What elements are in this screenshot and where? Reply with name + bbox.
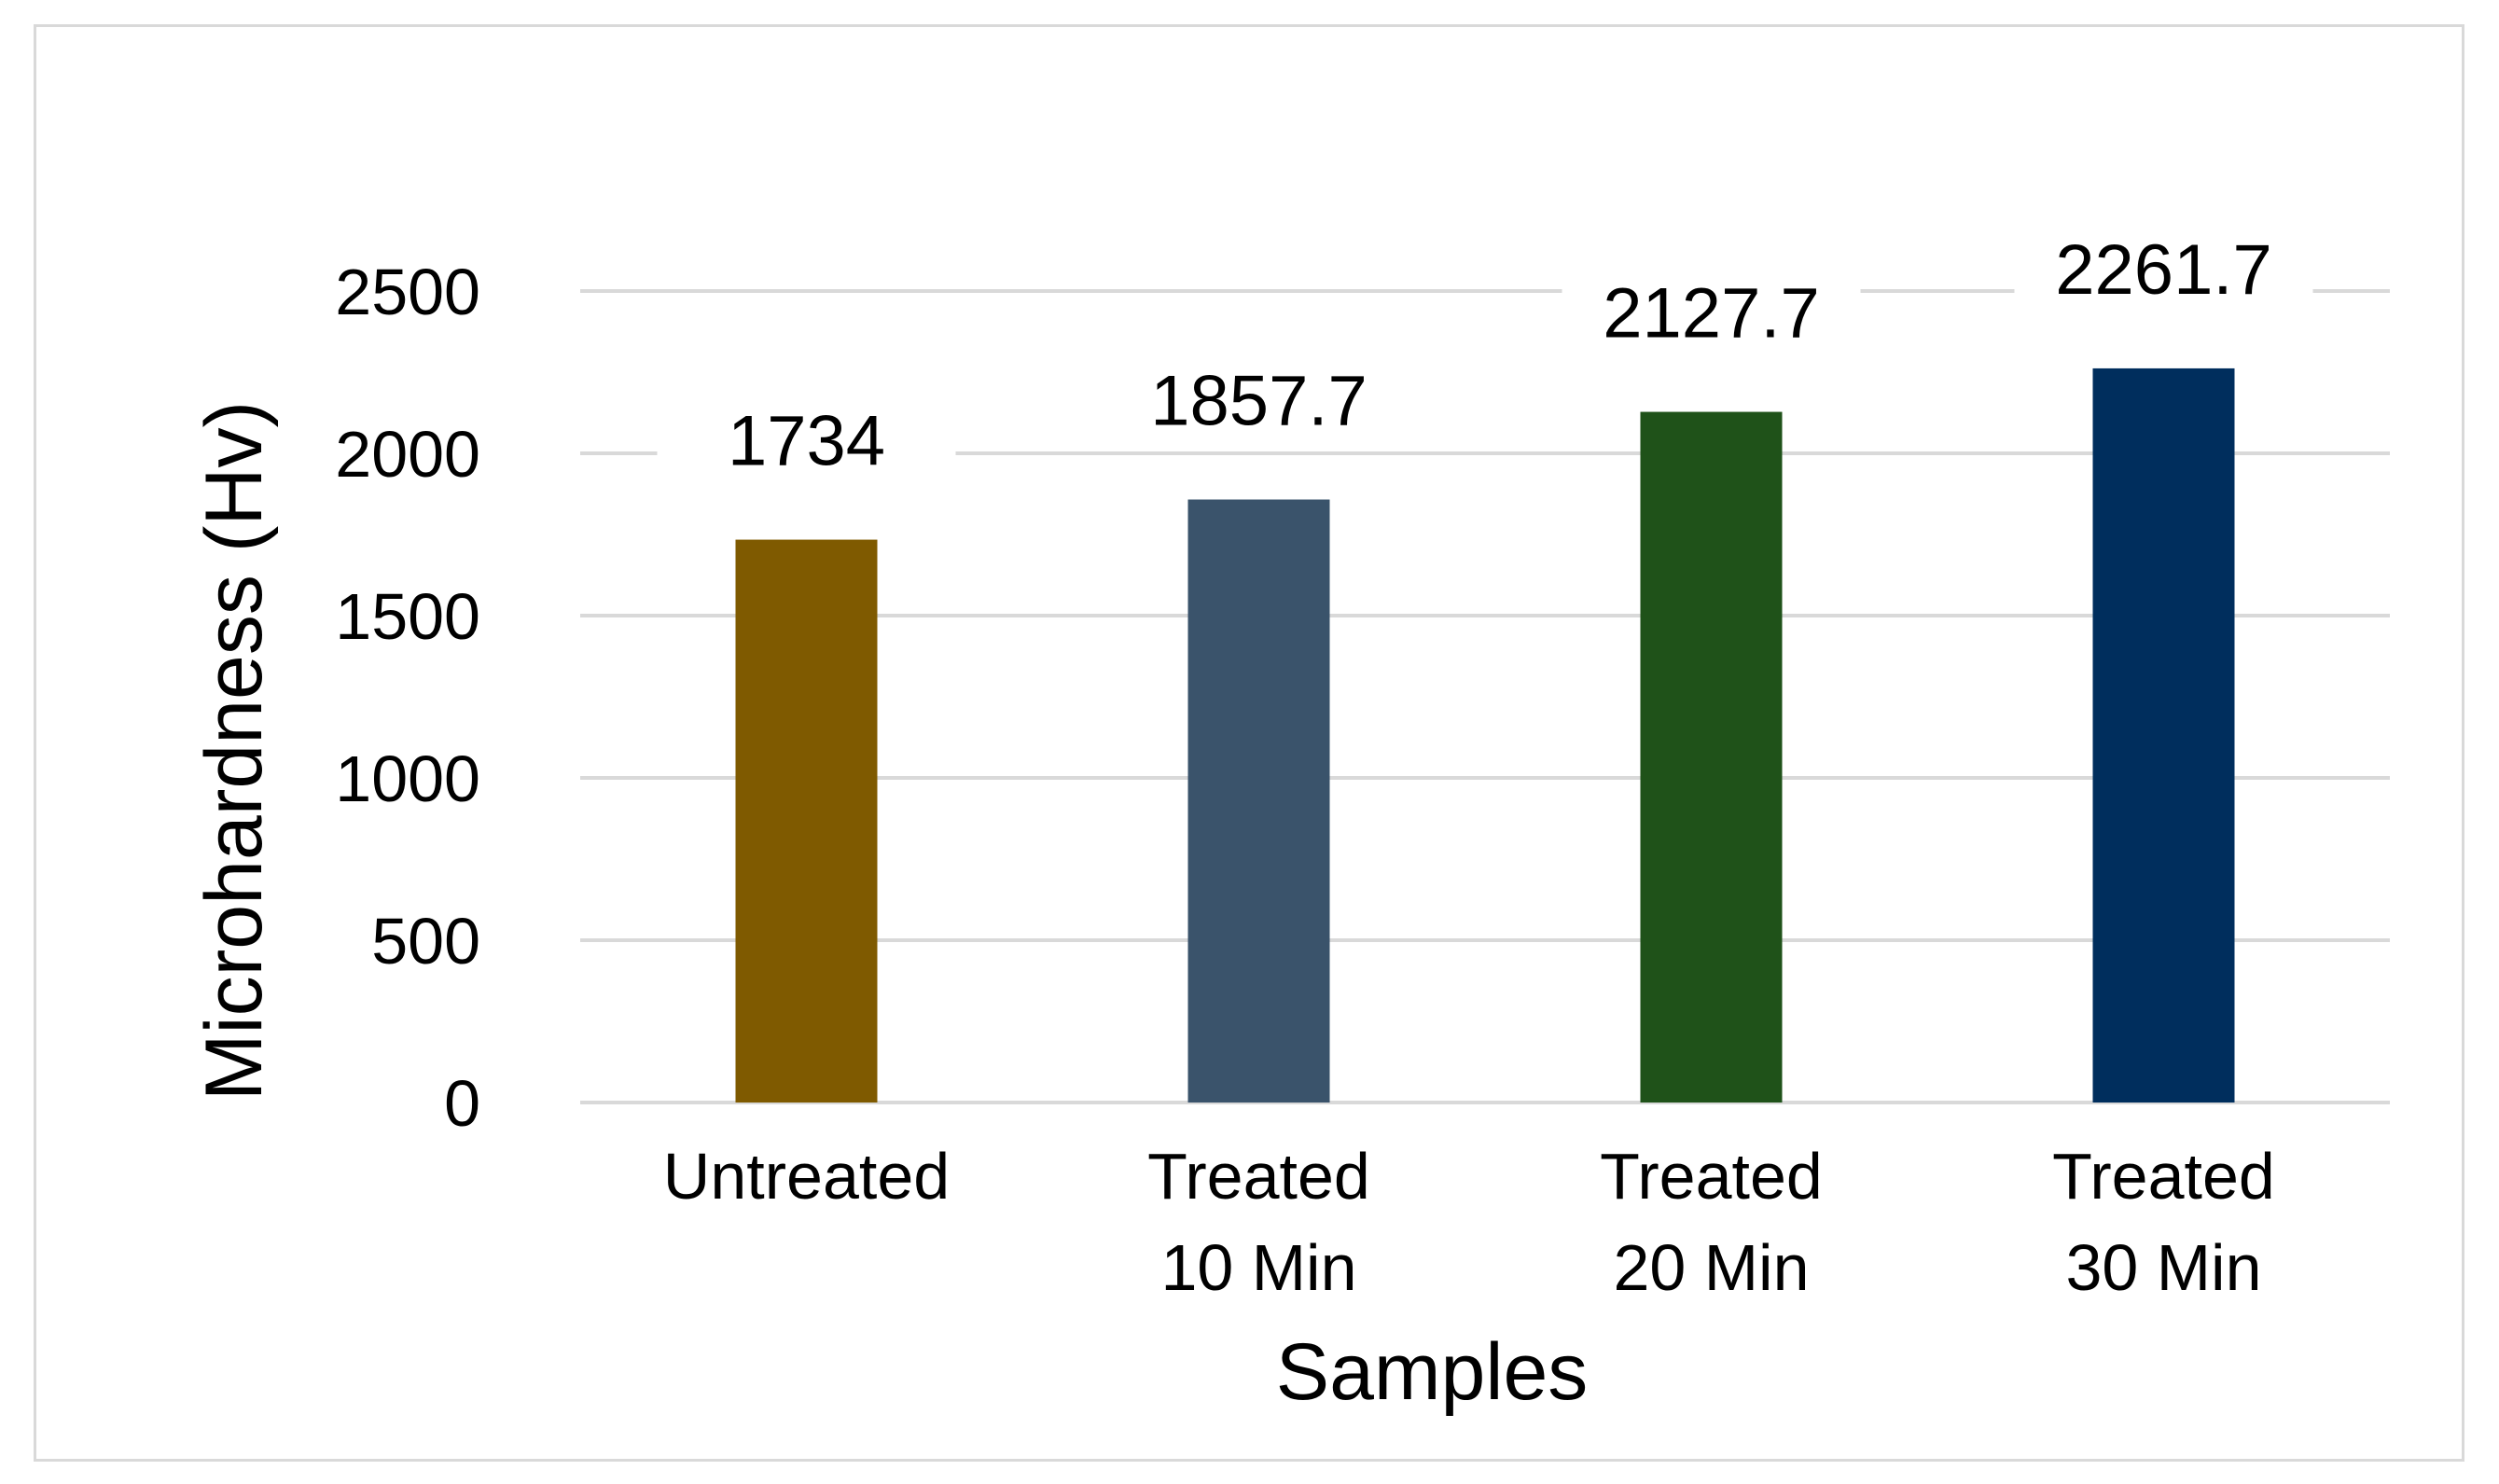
x-category-label: 30 Min — [2065, 1231, 2261, 1304]
y-axis-tick-labels: 0 500 1000 1500 2000 2500 — [335, 256, 480, 1140]
data-label-background — [1109, 361, 1409, 448]
bar — [1187, 499, 1330, 1103]
y-tick-label: 2500 — [335, 256, 480, 328]
data-label: 2261.7 — [2055, 230, 2271, 310]
y-tick-label: 500 — [371, 905, 480, 978]
x-category-label: Treated — [1147, 1140, 1370, 1213]
y-tick-label: 2000 — [335, 418, 480, 491]
data-label: 2127.7 — [1603, 274, 1819, 354]
x-category-label: 10 Min — [1160, 1231, 1356, 1304]
bars — [735, 368, 2235, 1103]
x-axis-title: Samples — [1276, 1327, 1589, 1417]
x-axis-category-labels: Untreated Treated 10 Min Treated 20 Min Treat… — [663, 1140, 2275, 1304]
y-tick-label: 1000 — [335, 742, 480, 815]
y-axis-title: Microhardness (Hv) — [189, 401, 279, 1101]
x-category-label: Treated — [1600, 1140, 1823, 1213]
bar — [1640, 411, 1783, 1103]
x-category-label: 20 Min — [1613, 1231, 1809, 1304]
x-category-label: Untreated — [663, 1140, 950, 1213]
data-label: 1857.7 — [1150, 362, 1367, 441]
data-label: 1734 — [728, 402, 885, 481]
data-label-background — [2014, 229, 2313, 316]
data-label-background — [1562, 273, 1861, 360]
y-tick-label: 0 — [444, 1067, 480, 1140]
y-tick-label: 1500 — [335, 580, 480, 653]
data-label-background — [657, 401, 956, 488]
x-category-label: Treated — [2052, 1140, 2275, 1213]
data-labels: 1734 1857.7 2127.7 2261.7 — [657, 229, 2313, 488]
bar — [2092, 368, 2235, 1103]
bar — [735, 539, 878, 1103]
